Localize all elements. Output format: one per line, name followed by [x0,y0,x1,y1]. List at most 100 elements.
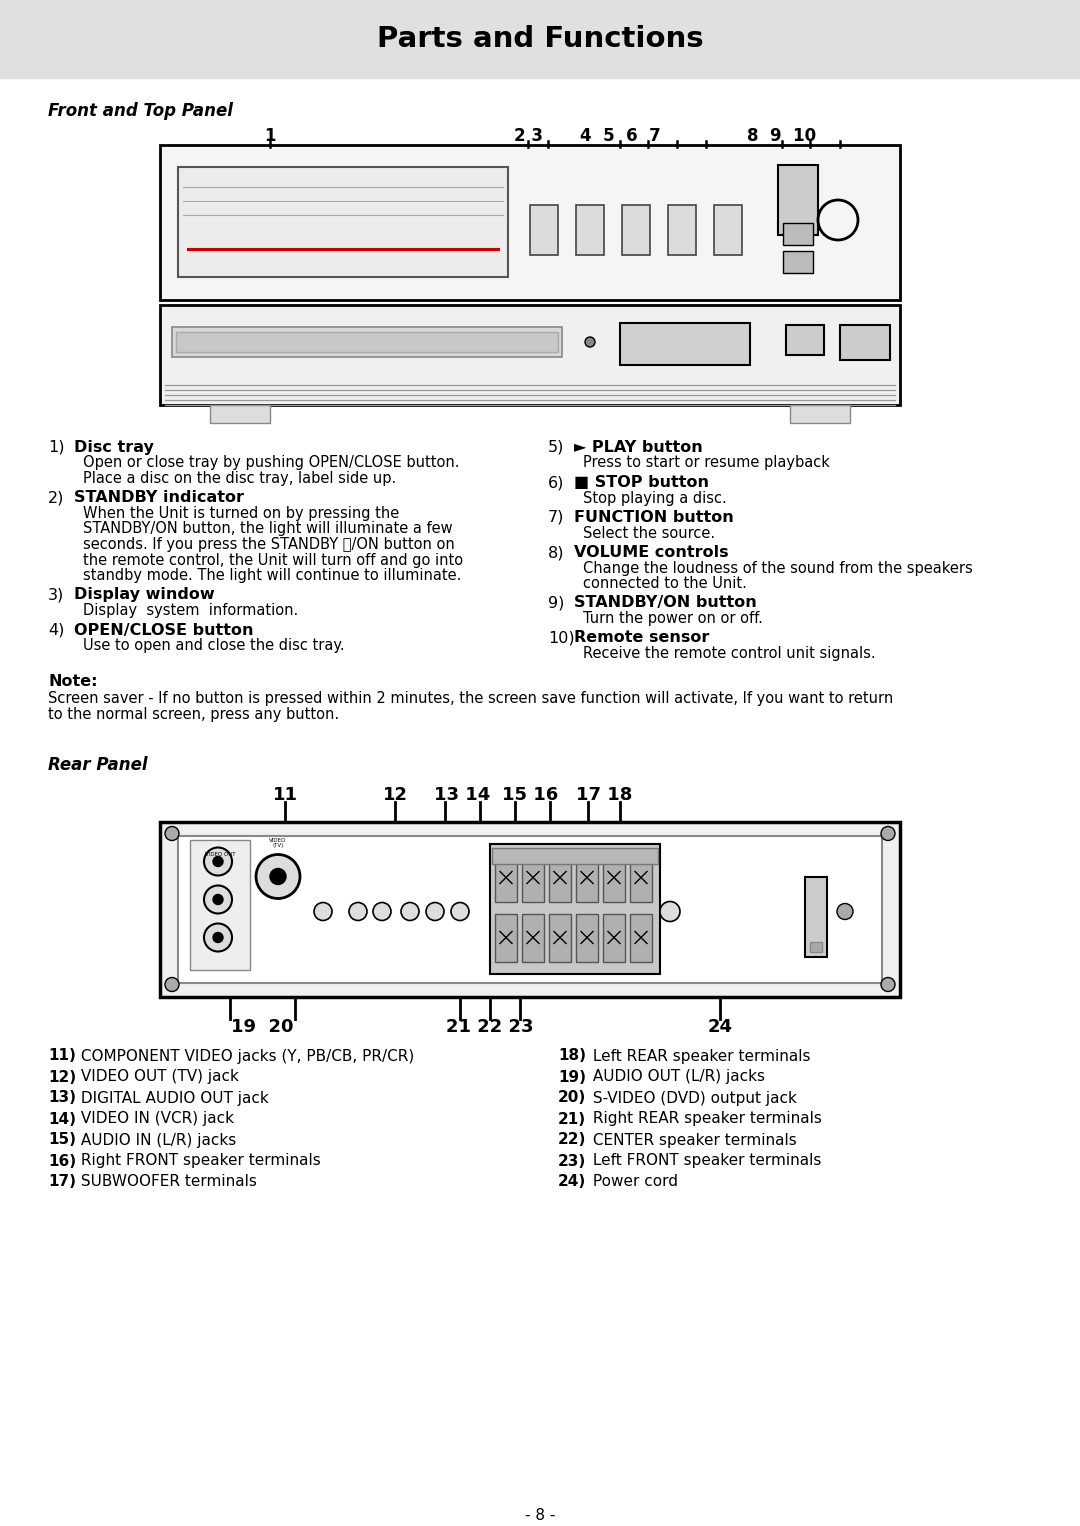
Text: 7): 7) [548,510,565,525]
Text: 8  9  10: 8 9 10 [747,127,816,145]
Text: ■ STOP button: ■ STOP button [573,475,708,490]
Text: the remote control, the Unit will turn off and go into: the remote control, the Unit will turn o… [83,552,463,568]
Bar [714,204,742,255]
Text: 20): 20) [558,1091,586,1105]
Circle shape [213,856,222,867]
Text: 2 3: 2 3 [513,127,542,145]
Circle shape [204,885,232,914]
Bar [495,853,517,902]
Circle shape [373,902,391,920]
Bar [576,853,598,902]
Text: Use to open and close the disc tray.: Use to open and close the disc tray. [83,638,345,653]
Text: FUNCTION button: FUNCTION button [573,510,733,525]
Text: 4): 4) [48,623,65,638]
Bar [789,404,850,423]
Circle shape [401,902,419,920]
Text: 22): 22) [558,1132,586,1148]
Text: Left REAR speaker terminals: Left REAR speaker terminals [588,1048,810,1064]
Circle shape [881,978,895,992]
Text: 6): 6) [548,475,565,490]
Bar [210,404,270,423]
Text: Disc tray: Disc tray [75,439,153,455]
Bar [576,204,604,255]
Text: Front and Top Panel: Front and Top Panel [48,102,233,121]
Bar [778,165,818,235]
Text: 21 22 23: 21 22 23 [446,1018,534,1036]
Text: 4  5  6  7: 4 5 6 7 [580,127,660,145]
Bar [630,914,652,961]
Text: standby mode. The light will continue to illuminate.: standby mode. The light will continue to… [83,568,461,583]
Circle shape [426,902,444,920]
Text: Right REAR speaker terminals: Right REAR speaker terminals [588,1111,822,1126]
Text: Screen saver - If no button is pressed within 2 minutes, the screen save functio: Screen saver - If no button is pressed w… [48,691,893,707]
Bar [522,914,544,961]
Circle shape [213,932,222,943]
Text: VIDEO IN (VCR) jack: VIDEO IN (VCR) jack [76,1111,234,1126]
Text: Turn the power on or off.: Turn the power on or off. [583,610,762,626]
Circle shape [660,902,680,922]
Bar [783,223,813,246]
Bar [620,324,750,365]
Bar [495,914,517,961]
Text: 13): 13) [48,1091,76,1105]
Text: 19  20: 19 20 [231,1018,294,1036]
Text: 14): 14) [48,1111,76,1126]
Text: SUBWOOFER terminals: SUBWOOFER terminals [76,1175,257,1189]
Bar [522,853,544,902]
Circle shape [165,827,179,841]
Text: seconds. If you press the STANDBY ⏻/ON button on: seconds. If you press the STANDBY ⏻/ON b… [83,537,455,552]
Text: 17 18: 17 18 [576,786,632,804]
Bar [530,204,558,255]
Bar [805,876,827,957]
Bar [0,0,1080,78]
Text: 19): 19) [558,1070,586,1085]
Circle shape [270,868,286,885]
Text: COMPONENT VIDEO jacks (Y, PB/CB, PR/CR): COMPONENT VIDEO jacks (Y, PB/CB, PR/CR) [76,1048,415,1064]
Text: 11): 11) [48,1048,76,1064]
Circle shape [204,923,232,952]
Circle shape [349,902,367,920]
Text: STANDBY indicator: STANDBY indicator [75,490,244,505]
Circle shape [204,847,232,876]
Text: VIDEO OUT (TV) jack: VIDEO OUT (TV) jack [76,1070,239,1085]
Text: Change the loudness of the sound from the speakers: Change the loudness of the sound from th… [583,560,973,575]
Text: 10): 10) [548,630,575,645]
Text: ► PLAY button: ► PLAY button [573,439,703,455]
Text: STANDBY/ON button: STANDBY/ON button [573,595,757,610]
Text: 9): 9) [548,595,565,610]
Text: OPEN/CLOSE button: OPEN/CLOSE button [75,623,254,638]
Bar [669,204,696,255]
Text: Parts and Functions: Parts and Functions [377,24,703,53]
Text: 11: 11 [272,786,297,804]
Bar [160,305,900,404]
Text: 12: 12 [382,786,407,804]
Bar [178,836,882,983]
Bar [172,327,562,357]
Bar [630,853,652,902]
Bar [576,914,598,961]
Text: 8): 8) [548,545,565,560]
Text: Press to start or resume playback: Press to start or resume playback [583,455,829,470]
Text: STANDBY/ON button, the light will illuminate a few: STANDBY/ON button, the light will illumi… [83,522,453,537]
Text: When the Unit is turned on by pressing the: When the Unit is turned on by pressing t… [83,507,400,520]
Bar [603,914,625,961]
Circle shape [585,337,595,346]
Circle shape [314,902,332,920]
Text: 1): 1) [48,439,65,455]
Text: Open or close tray by pushing OPEN/CLOSE button.: Open or close tray by pushing OPEN/CLOSE… [83,455,459,470]
Text: 17): 17) [48,1175,76,1189]
Circle shape [451,902,469,920]
Text: S-VIDEO (DVD) output jack: S-VIDEO (DVD) output jack [588,1091,797,1105]
Text: Right FRONT speaker terminals: Right FRONT speaker terminals [76,1154,321,1169]
Bar [176,333,558,353]
Text: 5): 5) [548,439,565,455]
Text: 15 16: 15 16 [502,786,558,804]
Text: - 8 -: - 8 - [525,1508,555,1523]
Text: 13 14: 13 14 [434,786,490,804]
Text: 12): 12) [48,1070,76,1085]
Bar [810,942,822,952]
Bar [783,250,813,273]
Bar [178,166,508,278]
Bar [549,853,571,902]
Text: Receive the remote control unit signals.: Receive the remote control unit signals. [583,645,876,661]
